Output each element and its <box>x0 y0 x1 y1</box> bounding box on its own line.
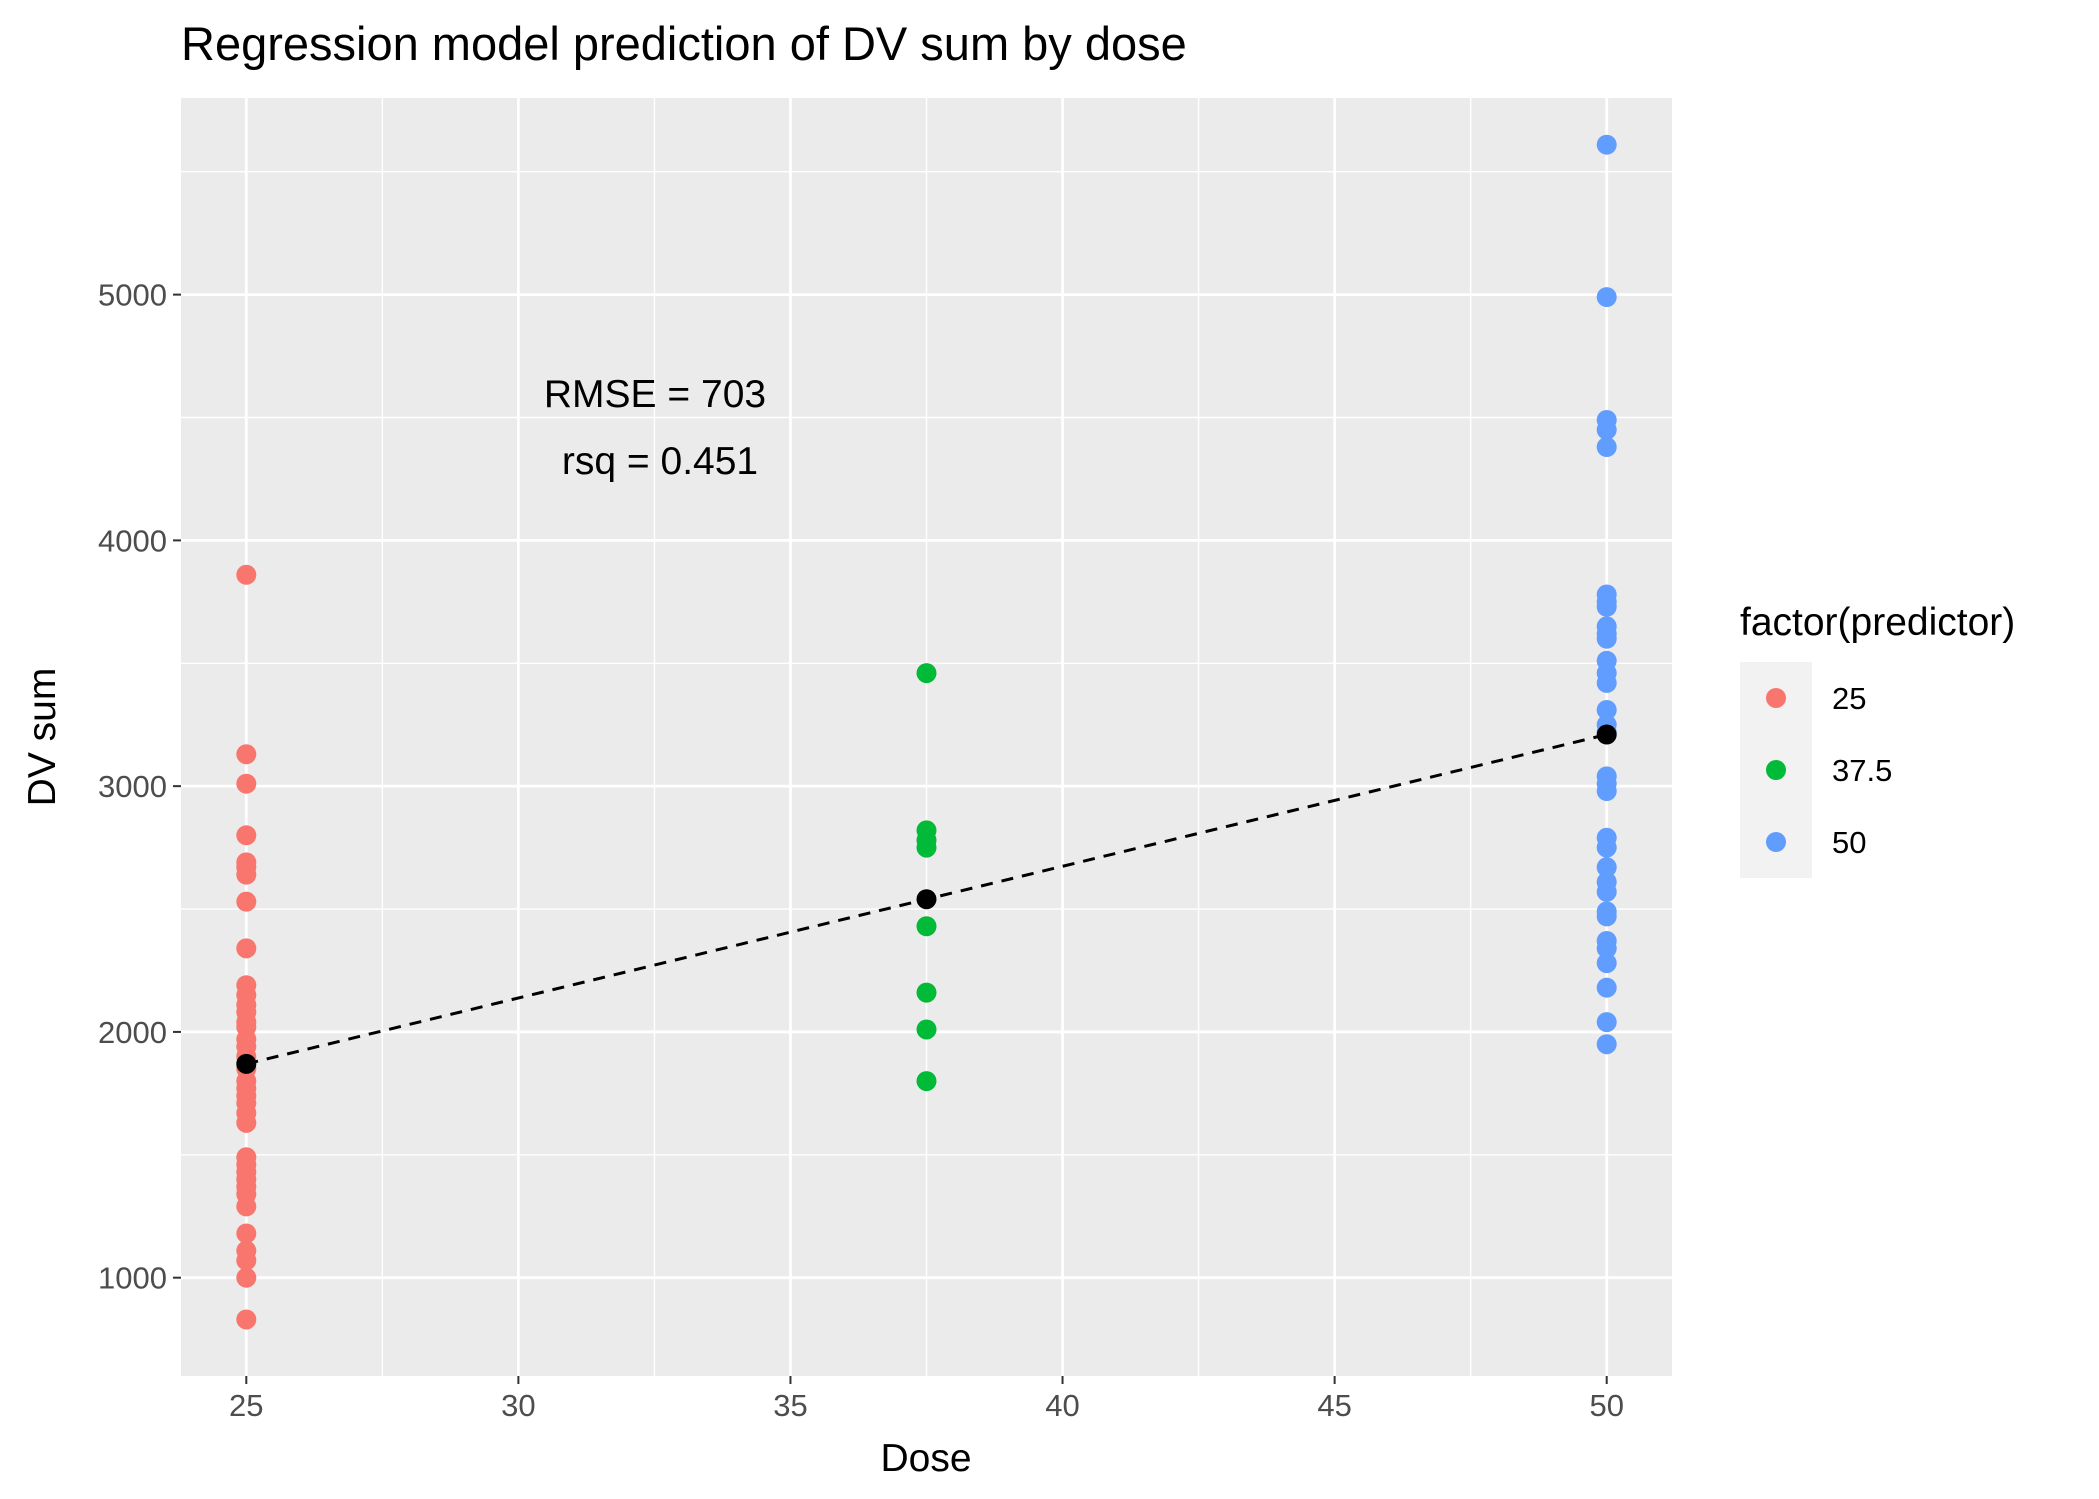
data-point <box>916 837 937 858</box>
data-point <box>916 982 937 1003</box>
data-point <box>916 916 937 937</box>
data-point <box>236 1112 257 1133</box>
data-point <box>236 864 257 885</box>
minor-gridlines <box>181 98 1672 1376</box>
data-point <box>236 773 257 794</box>
rmse-annotation: RMSE = 703 <box>544 373 766 416</box>
prediction-points <box>236 724 1617 1074</box>
data-points <box>236 134 1617 1330</box>
data-point <box>1596 672 1617 693</box>
legend: factor(predictor) 25 37.5 50 <box>1740 601 2015 878</box>
data-point <box>1596 287 1617 308</box>
y-tick-label: 4000 <box>98 523 167 558</box>
legend-label: 37.5 <box>1832 753 1892 788</box>
x-tick-label: 25 <box>229 1388 263 1423</box>
legend-key <box>1766 688 1786 708</box>
x-tick-label: 40 <box>1045 1388 1079 1423</box>
data-point <box>1596 938 1617 959</box>
data-point <box>236 1267 257 1288</box>
data-point <box>236 1250 257 1271</box>
data-point <box>1596 1012 1617 1033</box>
data-point <box>236 825 257 846</box>
data-point <box>236 744 257 765</box>
chart-title: Regression model prediction of DV sum by… <box>181 17 1187 70</box>
data-point <box>236 564 257 585</box>
y-tick-label: 1000 <box>98 1261 167 1296</box>
x-tick-label: 50 <box>1589 1388 1623 1423</box>
data-point <box>1596 699 1617 720</box>
y-tick-label: 5000 <box>98 278 167 313</box>
data-point <box>1596 596 1617 617</box>
legend-items: 25 37.5 50 <box>1766 681 1892 860</box>
data-point <box>916 1019 937 1040</box>
y-axis-ticks: 1000 2000 3000 4000 5000 <box>98 278 181 1296</box>
data-point <box>236 1223 257 1244</box>
data-point <box>1596 857 1617 878</box>
rsq-annotation: rsq = 0.451 <box>562 440 758 483</box>
legend-key <box>1766 832 1786 852</box>
data-point <box>236 891 257 912</box>
data-point <box>1596 628 1617 649</box>
data-point <box>1596 906 1617 927</box>
data-point <box>1596 781 1617 802</box>
x-tick-label: 35 <box>773 1388 807 1423</box>
x-axis-title: Dose <box>880 1437 971 1480</box>
legend-title: factor(predictor) <box>1740 601 2015 644</box>
data-point <box>1596 419 1617 440</box>
y-tick-label: 3000 <box>98 769 167 804</box>
data-point <box>236 938 257 959</box>
data-point <box>1596 977 1617 998</box>
data-point <box>236 1309 257 1330</box>
prediction-point <box>236 1053 257 1074</box>
legend-label: 50 <box>1832 825 1866 860</box>
data-point <box>916 663 937 684</box>
data-point <box>1596 837 1617 858</box>
legend-key <box>1766 760 1786 780</box>
data-point <box>1596 881 1617 902</box>
data-point <box>1596 1034 1617 1055</box>
prediction-point <box>916 889 937 910</box>
data-point <box>236 1196 257 1217</box>
x-tick-label: 30 <box>501 1388 535 1423</box>
y-tick-label: 2000 <box>98 1015 167 1050</box>
data-point <box>1596 953 1617 974</box>
data-point <box>1596 134 1617 155</box>
legend-label: 25 <box>1832 681 1866 716</box>
y-axis-title: DV sum <box>21 668 64 807</box>
data-point <box>916 1071 937 1092</box>
x-axis-ticks: 25 30 35 40 45 50 <box>229 1376 1624 1423</box>
prediction-point <box>1596 724 1617 745</box>
x-tick-label: 45 <box>1317 1388 1351 1423</box>
data-point <box>1596 436 1617 457</box>
